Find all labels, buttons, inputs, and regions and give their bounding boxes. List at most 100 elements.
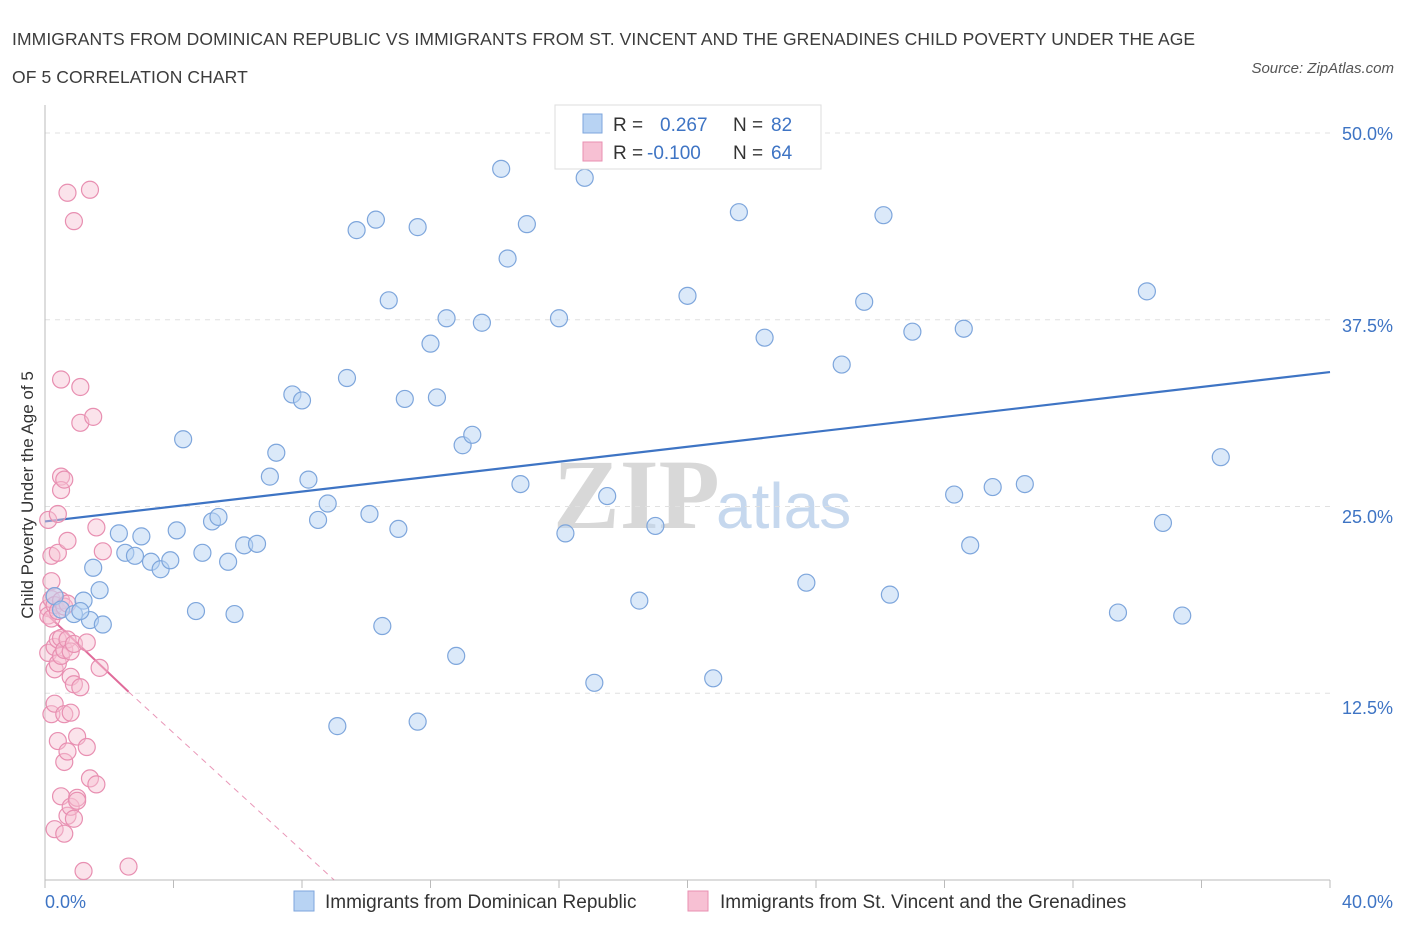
trend-lines [44,370,1331,881]
watermark-zip: ZIP [553,439,720,550]
point-dominican-55 [556,524,575,543]
point-dominican-79 [1173,606,1192,625]
bottom-legend-swatch-pink [687,890,709,912]
point-dominican-15 [167,521,186,540]
y-tick-label-25: 25.0% [1342,507,1393,527]
point-dominican-77 [1137,282,1156,301]
point-dominican-40 [395,389,414,409]
point-st-vincent-14 [45,820,64,839]
point-dominican-57 [585,673,604,692]
trend-line-st-vincent [44,611,130,693]
y-axis-title: Child Poverty Under the Age of 5 [18,371,37,619]
point-st-vincent-31 [55,705,74,724]
point-st-vincent-33 [55,824,74,843]
point-dominican-36 [366,210,385,229]
point-st-vincent-47 [64,809,84,828]
point-dominican-74 [983,477,1002,497]
legend-n-value-pink: 64 [771,143,793,164]
point-st-vincent-50 [68,791,87,810]
bottom-legend-label-blue: Immigrants from Dominican Republic [325,892,637,913]
point-st-vincent-51 [71,377,90,397]
point-dominican-39 [389,519,408,539]
point-st-vincent-62 [90,658,109,677]
y-tick-label-37-5: 37.5% [1342,316,1393,336]
legend-r-label-pink: R = [613,143,643,164]
point-dominican-78 [1153,513,1173,533]
point-st-vincent-8 [42,705,61,724]
point-dominican-35 [360,504,379,524]
y-tick-label-12-5: 12.5% [1342,698,1393,718]
point-dominican-51 [498,249,517,268]
point-dominican-70 [903,322,922,341]
point-dominican-33 [337,368,357,388]
legend-n-label-blue: N = [733,115,763,136]
point-dominican-52 [511,474,530,494]
point-st-vincent-44 [64,212,84,231]
legend-r-value-pink: -0.100 [647,143,701,164]
point-dominican-49 [472,313,491,332]
point-dominican-22 [225,604,244,624]
point-st-vincent-32 [55,752,74,772]
point-dominican-29 [299,470,318,489]
point-dominican-37 [373,616,392,636]
bottom-legend-swatch-blue [293,890,315,912]
point-st-vincent-21 [51,370,71,389]
point-st-vincent-30 [55,640,74,660]
point-st-vincent-38 [58,742,77,761]
x-tick-label-max: 40.0% [1342,892,1393,912]
point-st-vincent-54 [74,861,93,881]
point-dominican-59 [630,591,649,610]
point-dominican-58 [598,486,617,506]
point-dominican-75 [1015,474,1034,494]
legend-r-label-blue: R = [613,115,643,136]
point-dominican-80 [1211,448,1230,467]
point-dominican-18 [193,543,212,562]
point-dominican-17 [186,601,206,621]
legend-swatch-pink [582,141,603,162]
point-dominican-56 [575,168,594,187]
point-st-vincent-22 [51,467,71,486]
point-st-vincent-64 [119,857,138,876]
point-dominican-10 [125,546,145,565]
x-tick-label-min: 0.0% [45,892,86,912]
point-dominican-6 [90,581,109,600]
legend-n-label-pink: N = [733,143,763,164]
point-dominican-69 [880,585,899,604]
point-dominican-28 [292,391,312,410]
axes [44,105,1331,888]
point-dominican-71 [945,485,964,504]
bottom-legend-label-pink: Immigrants from St. Vincent and the Gren… [720,892,1126,913]
point-dominican-53 [517,215,536,234]
point-dominican-60 [646,516,665,536]
point-dominican-63 [729,203,749,222]
point-st-vincent-57 [80,180,100,199]
point-st-vincent-63 [93,542,112,561]
point-dominican-73 [961,536,980,555]
point-st-vincent-53 [71,678,90,697]
point-dominican-46 [447,646,466,666]
point-dominican-31 [318,494,337,513]
point-dominican-81 [71,601,90,621]
point-st-vincent-56 [77,633,96,652]
point-dominican-11 [132,527,151,546]
point-dominican-16 [174,430,193,449]
correlation-legend: R = 0.267 N = 82 R = -0.100 N = 64 [554,104,822,170]
point-st-vincent-60 [87,518,106,537]
point-dominican-25 [260,467,279,486]
point-dominican-26 [267,443,286,462]
point-dominican-24 [247,534,267,553]
point-dominican-64 [755,328,774,347]
point-dominican-44 [427,388,447,407]
point-st-vincent-42 [61,703,80,722]
point-dominican-30 [308,510,328,530]
point-dominican-43 [421,334,440,353]
point-dominican-42 [408,712,427,731]
point-dominican-48 [463,425,482,444]
point-dominican-5 [84,558,103,577]
point-st-vincent-5 [42,572,61,591]
point-dominican-14 [161,551,180,570]
point-dominican-67 [855,292,874,311]
point-dominican-66 [832,355,851,374]
trend-line-dominican [44,370,1331,523]
